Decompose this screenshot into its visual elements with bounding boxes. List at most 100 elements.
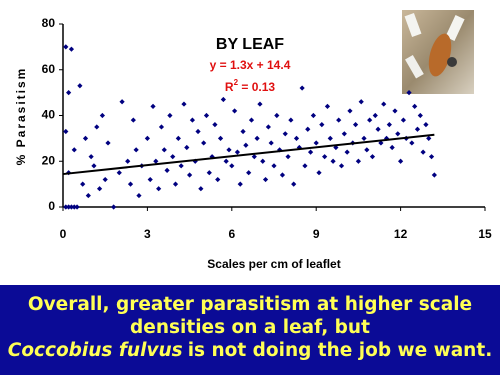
data-point: [274, 112, 280, 119]
data-point: [246, 170, 252, 176]
data-point: [68, 204, 75, 210]
data-point: [347, 108, 353, 114]
caption: Overall, greater parasitism at higher sc…: [0, 285, 500, 362]
x-tick-label: 15: [478, 227, 492, 241]
data-point: [251, 154, 257, 160]
chart: BY LEAF y = 1.3x + 14.4 R2 = 0.13 Scales…: [0, 0, 500, 285]
data-point: [217, 135, 224, 141]
data-point: [212, 122, 218, 128]
r-squared-rest: = 0.13: [238, 80, 275, 94]
data-point: [153, 158, 159, 164]
data-point: [313, 140, 319, 146]
x-tick-label: 12: [394, 227, 408, 241]
y-tick-label: 20: [42, 153, 56, 167]
data-point: [215, 176, 221, 183]
data-point: [161, 147, 167, 153]
data-point: [271, 163, 277, 169]
data-point: [150, 103, 156, 109]
data-point: [82, 135, 89, 141]
y-axis-label: % Parasitism: [14, 67, 28, 166]
species-name: Coccobius fulvus: [7, 340, 183, 361]
x-axis-label: Scales per cm of leaflet: [207, 257, 340, 271]
data-point: [406, 90, 412, 96]
data-point: [338, 163, 345, 169]
data-point: [327, 135, 333, 141]
data-point: [178, 163, 184, 169]
data-point: [282, 131, 288, 137]
data-point: [232, 108, 238, 114]
data-point: [181, 101, 187, 107]
data-point: [77, 83, 83, 89]
data-point: [223, 158, 229, 164]
photo: [402, 10, 474, 94]
data-point: [184, 144, 190, 151]
data-point: [409, 140, 415, 146]
data-point: [319, 122, 325, 128]
data-point: [381, 101, 387, 107]
data-point: [372, 112, 378, 119]
data-point: [195, 128, 201, 135]
data-point: [226, 147, 232, 153]
data-point: [395, 131, 401, 137]
data-point: [147, 176, 153, 183]
data-point: [392, 108, 398, 114]
data-point: [99, 112, 105, 119]
data-point: [341, 131, 347, 137]
data-point: [234, 149, 241, 155]
data-point: [257, 101, 263, 107]
data-point: [288, 117, 294, 123]
y-tick-label: 80: [42, 16, 56, 30]
trend-equation: y = 1.3x + 14.4: [210, 58, 291, 72]
data-point: [431, 172, 437, 178]
y-tick-label: 40: [42, 108, 56, 122]
data-point: [268, 140, 274, 146]
data-point: [423, 122, 429, 128]
trend-line: [62, 133, 435, 176]
data-point: [201, 140, 207, 146]
data-point: [352, 122, 359, 128]
data-point: [94, 124, 100, 130]
data-point: [85, 192, 91, 199]
data-point: [361, 135, 367, 141]
data-point: [119, 99, 125, 105]
caption-line: Overall, greater parasitism at higher sc…: [27, 294, 473, 315]
data-point: [229, 163, 235, 169]
data-point: [175, 135, 181, 141]
data-point: [428, 154, 435, 160]
y-tick-label: 0: [48, 199, 55, 213]
data-point: [400, 117, 407, 123]
data-point: [156, 186, 162, 192]
data-point: [164, 167, 170, 173]
data-point: [102, 176, 108, 183]
data-point: [189, 117, 196, 123]
data-point: [265, 124, 271, 130]
data-point: [80, 181, 86, 187]
data-point: [426, 135, 432, 141]
data-point: [71, 147, 77, 153]
data-point: [130, 117, 136, 123]
data-point: [414, 126, 421, 132]
data-point: [398, 158, 404, 164]
data-point: [262, 176, 269, 183]
data-point: [369, 154, 376, 160]
data-point: [310, 112, 316, 119]
data-point: [293, 135, 300, 141]
data-point: [279, 172, 286, 178]
data-point: [170, 154, 176, 160]
data-point: [330, 158, 336, 164]
data-point: [71, 204, 77, 210]
data-point: [220, 96, 226, 103]
data-point: [158, 124, 165, 130]
data-point: [324, 103, 331, 109]
data-point: [240, 128, 246, 135]
data-point: [367, 117, 373, 123]
data-point: [260, 158, 266, 164]
data-point: [305, 126, 311, 132]
data-point: [144, 135, 150, 141]
data-point: [125, 158, 131, 164]
caption-line: densities on a leaf, but: [130, 317, 370, 338]
data-point: [187, 172, 193, 178]
x-tick-label: 3: [144, 227, 151, 241]
data-point: [66, 204, 72, 210]
